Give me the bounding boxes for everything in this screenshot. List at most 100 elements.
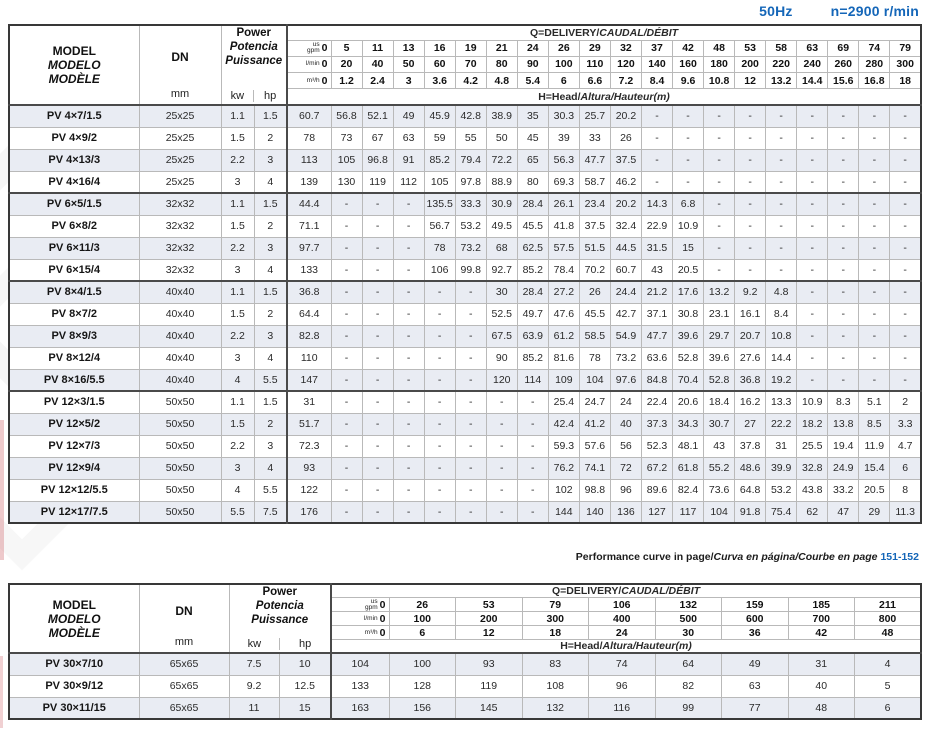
- head-title-row: H=Head/Altura/Hauteur(m): [9, 88, 922, 107]
- model-header-line: MODELO: [47, 58, 101, 72]
- model-header-line: MODEL: [52, 44, 96, 58]
- head-value-cell: 33.3: [454, 192, 487, 216]
- head-value-cell: -: [330, 500, 363, 524]
- head-value-cell: -: [485, 434, 518, 458]
- head-value-cell: 48.6: [734, 456, 767, 480]
- head-value-cell: 20.7: [734, 324, 767, 348]
- model-cell: PV 4×13/3: [8, 148, 140, 172]
- flow-unit-label: l/min: [305, 60, 320, 68]
- flow-zero-value: 0: [379, 598, 386, 611]
- power-header-line: Power: [262, 586, 297, 598]
- h-head-title-part: (m): [675, 640, 692, 652]
- head-value-cell: 48.1: [672, 434, 705, 458]
- head-value-cell: 156: [388, 696, 456, 720]
- flow-unit-label-word: l/min: [363, 614, 378, 622]
- hp-cell: 3: [253, 148, 288, 172]
- head-value-cell: 63.9: [516, 324, 549, 348]
- flow-value-cell: 79: [521, 597, 589, 612]
- head-value-cell: 62: [796, 500, 829, 524]
- head-value-cell: 4: [854, 652, 922, 676]
- head-value-cell: 119: [361, 170, 394, 194]
- dn-header-cell: DN mm: [138, 24, 222, 106]
- head-value-cell: -: [734, 104, 767, 128]
- head-value-cell: 127: [640, 500, 674, 524]
- head-value-cell: -: [361, 412, 394, 436]
- head-value-cell: 8.5: [858, 412, 891, 436]
- head-value-cell: 16.1: [734, 302, 767, 326]
- watermark-shape: [0, 420, 4, 560]
- head-value-cell: 144: [547, 500, 580, 524]
- note-text-es-fr: Curva en página/Courbe en page: [713, 551, 878, 563]
- head-value-cell: 56.3: [547, 148, 580, 172]
- mm-unit-label: mm: [174, 636, 194, 648]
- head-value-cell: -: [827, 148, 860, 172]
- flow-value-cell: 69: [827, 39, 860, 57]
- head-value-cell: -: [889, 236, 922, 260]
- head-value-cell: 5: [854, 674, 922, 698]
- head-value-cell: 50: [485, 126, 518, 150]
- flow-value-cell: 12: [455, 625, 523, 640]
- head-value-cell: 91.8: [734, 500, 767, 524]
- head-value-cell: 132: [521, 696, 589, 720]
- dn-cell: 32x32: [138, 236, 222, 260]
- head-value-cell: -: [516, 478, 549, 502]
- model-cell: PV 30×11/15: [8, 696, 140, 720]
- flow-unit-label-cell: l/min 0: [286, 55, 332, 74]
- dn-cell: 50x50: [138, 478, 222, 502]
- head-value-cell: -: [858, 324, 891, 348]
- head-value-cell: -: [827, 280, 860, 304]
- head-value-cell: -: [392, 258, 425, 282]
- head-value-cell: -: [889, 148, 922, 172]
- head-value-cell: 20.5: [672, 258, 705, 282]
- head-value-cell: 133: [286, 258, 332, 282]
- table-row: PV 8×9/3 40x40 2.2 3 82.8- - - - -67.5 63.9 61.2 58…: [8, 324, 922, 348]
- head-value-cell: 117: [672, 500, 705, 524]
- head-value-cell: -: [796, 346, 829, 370]
- head-value-cell: -: [765, 192, 798, 216]
- hp-cell: 1.5: [253, 280, 288, 304]
- head-value-cell: 22.4: [640, 390, 674, 414]
- head-value-cell: 37.3: [640, 412, 674, 436]
- mm-unit-label: mm: [170, 88, 190, 100]
- head-value-cell: 45.5: [516, 214, 549, 238]
- head-value-cell: -: [392, 368, 425, 392]
- head-value-cell: 4.7: [889, 434, 922, 458]
- flow-value-cell: 60: [423, 55, 456, 74]
- head-value-cell: -: [796, 126, 829, 150]
- table-row: PV 12×9/4 50x50 3 4 93- - - - - - -76.2 74.1 72 67.2 6…: [8, 456, 922, 480]
- head-value-cell: 93: [455, 652, 523, 676]
- flow-value-cell: 13: [392, 39, 425, 57]
- head-value-cell: -: [423, 346, 456, 370]
- head-value-cell: 10.9: [796, 390, 829, 414]
- head-value-cell: 26: [609, 126, 642, 150]
- kw-cell: 1.1: [220, 104, 255, 128]
- flow-unit-label-word: l/min: [305, 60, 320, 68]
- head-value-cell: -: [454, 346, 487, 370]
- kw-label: kw: [247, 638, 262, 650]
- flow-unit-label: us gpm: [365, 599, 378, 611]
- head-value-cell: 49: [392, 104, 425, 128]
- flow-value-cell: 10.8: [703, 72, 736, 90]
- head-value-cell: 78: [578, 346, 611, 370]
- head-value-cell: 104: [578, 368, 611, 392]
- table-row: PV 30×7/10 65x65 7.5 10 104 100 93 83 74 64 49 31 4: [8, 652, 922, 676]
- h-head-title-cell: H=Head/Altura/Hauteur(m): [286, 88, 922, 107]
- flow-value-cell: 4.2: [454, 72, 487, 90]
- head-value-cell: 130: [330, 170, 363, 194]
- head-value-cell: 56: [609, 434, 642, 458]
- flow-value-cell: 100: [547, 55, 580, 74]
- q-delivery-title-cell: Q=DELIVERY/CAUDAL/DÉBIT: [330, 583, 922, 598]
- head-value-cell: -: [392, 478, 425, 502]
- flow-value-cell: 32: [609, 39, 642, 57]
- flow-value-cell: 26: [388, 597, 456, 612]
- flow-value-cell: 21: [485, 39, 518, 57]
- head-value-cell: 96: [588, 674, 656, 698]
- head-value-cell: -: [765, 148, 798, 172]
- power-header-content: Power Potencia Puissance kw hp: [230, 585, 330, 651]
- head-value-cell: 147: [286, 368, 332, 392]
- head-value-cell: -: [672, 104, 705, 128]
- hp-cell: 2: [253, 412, 288, 436]
- flow-value-cell: 20: [330, 55, 363, 74]
- pump-performance-table: MODEL MODELO MODÈLE DN mm Power Potencia Puissa…: [8, 24, 922, 524]
- head-value-cell: 33.2: [827, 478, 860, 502]
